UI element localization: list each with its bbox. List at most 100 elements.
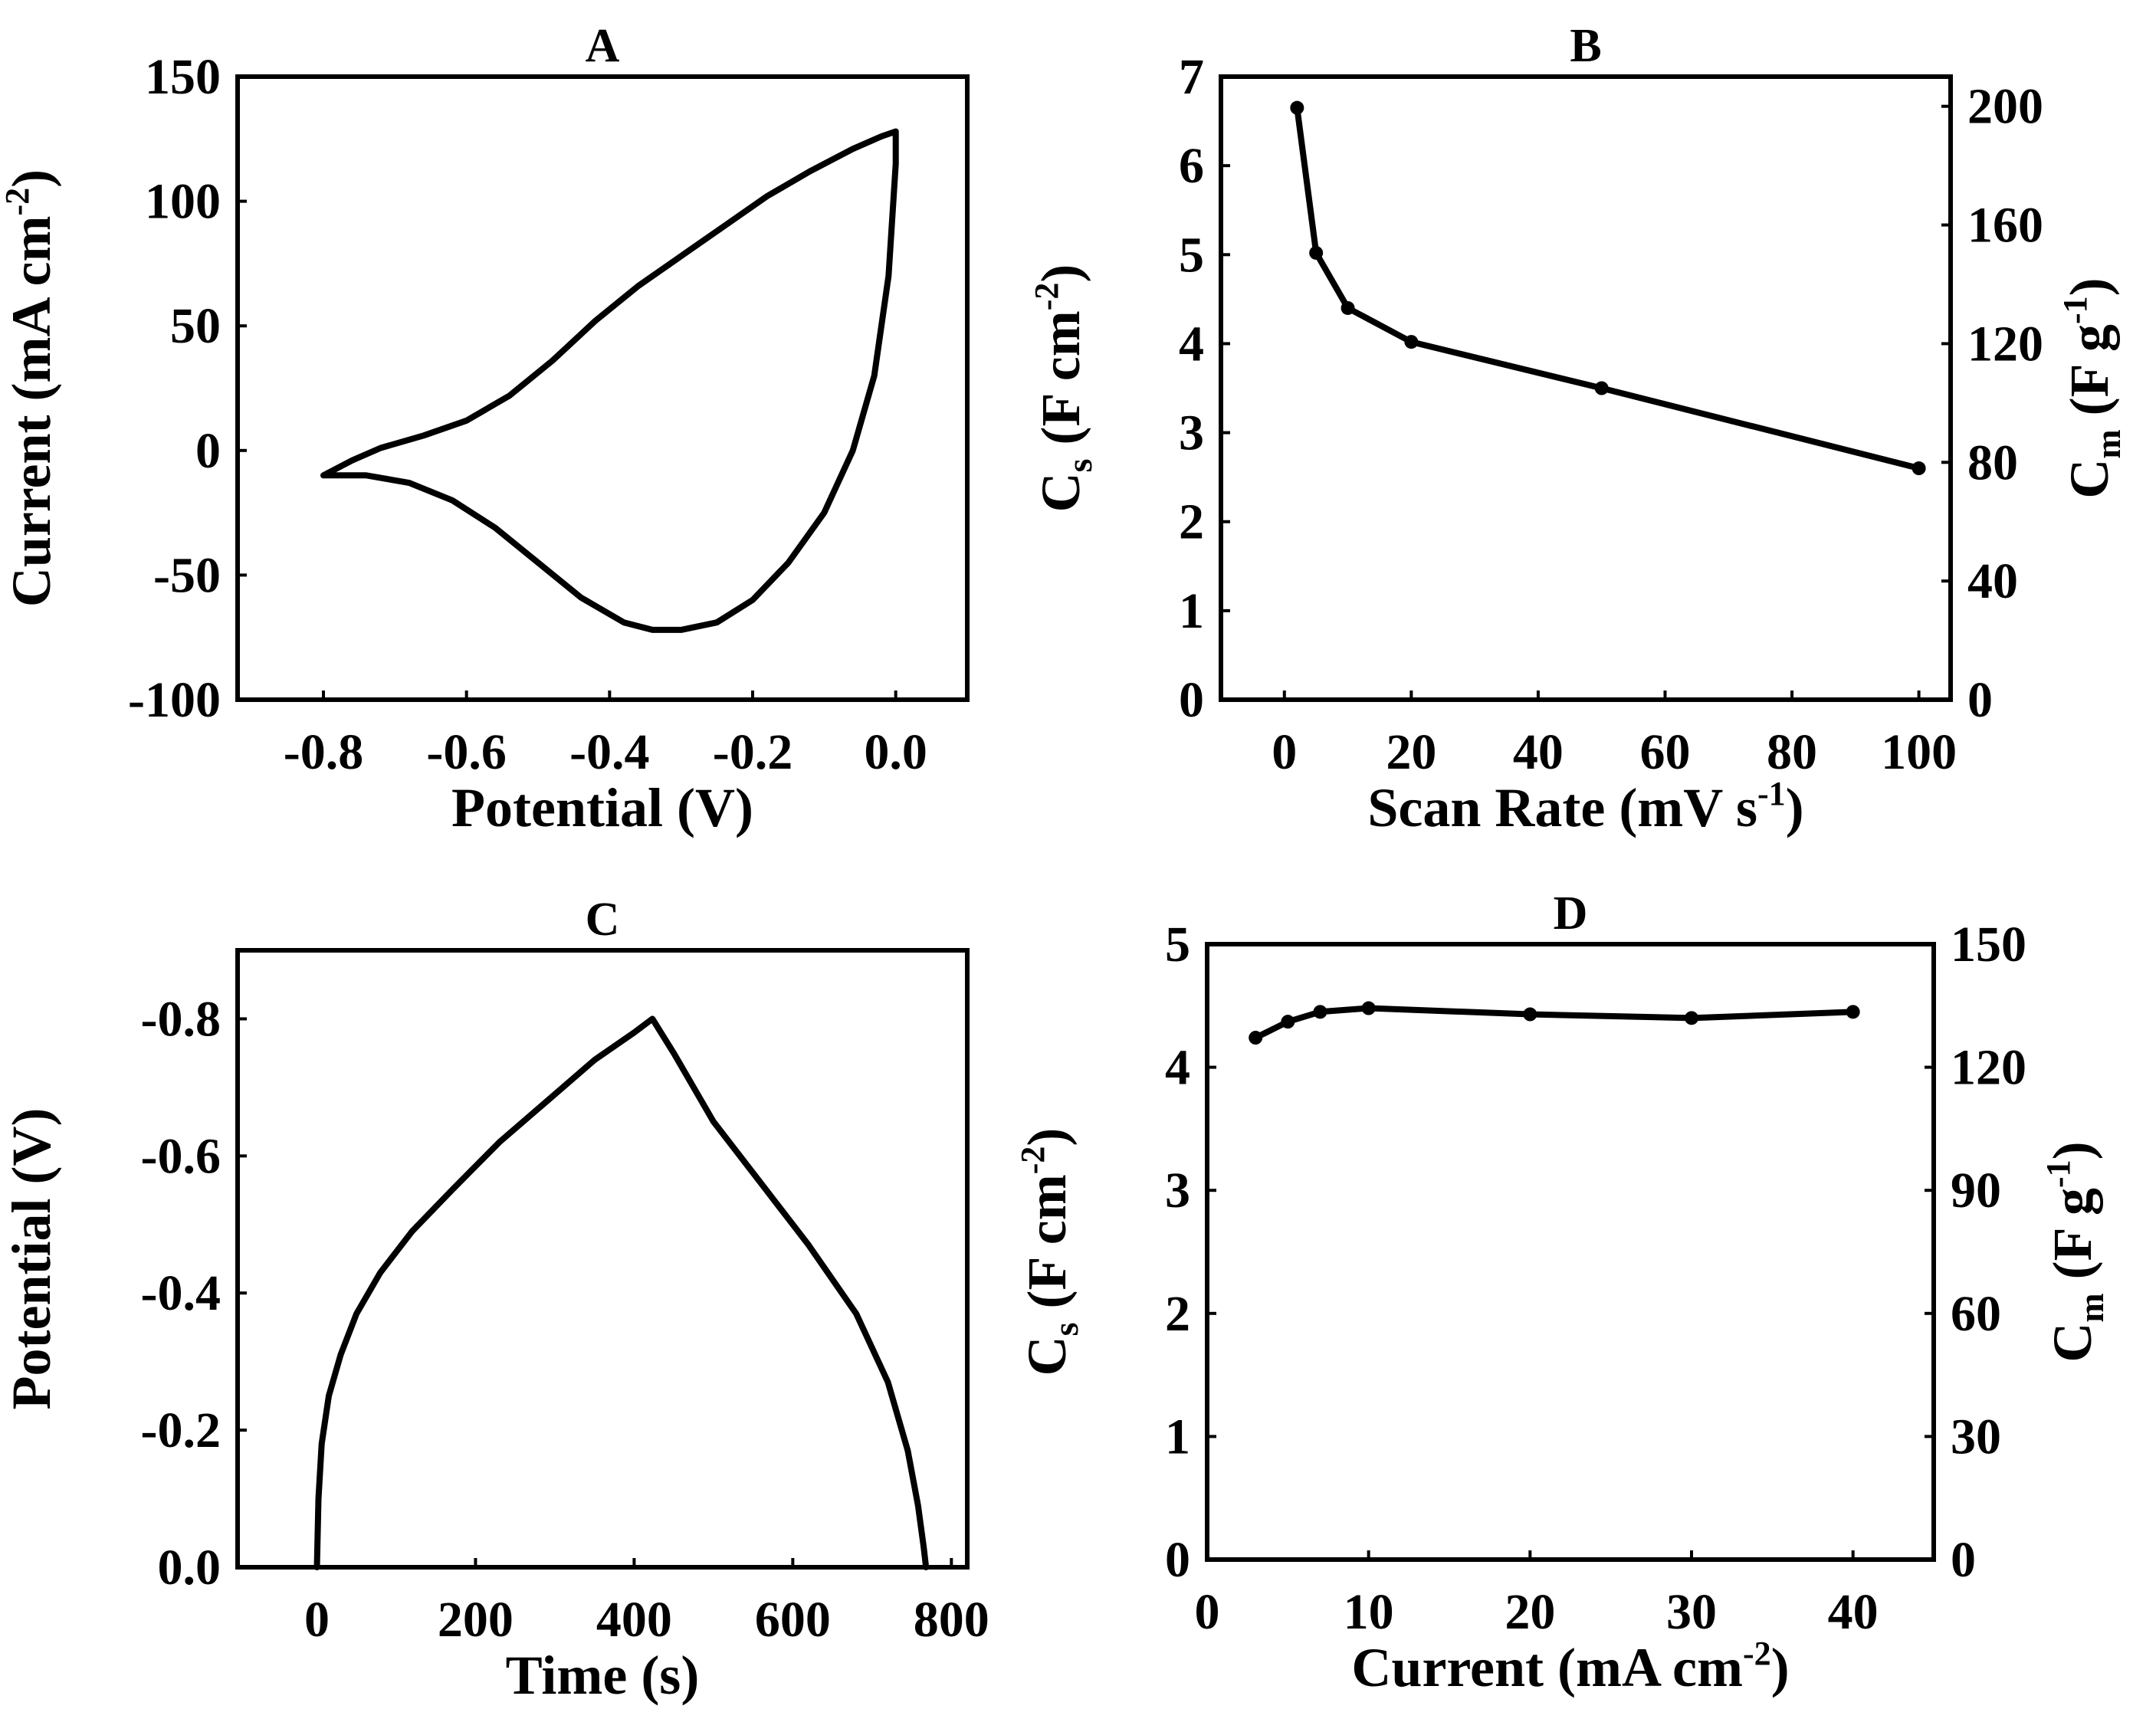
x-tick-label: 600 — [755, 1592, 831, 1648]
y-axis-label-end: ) — [1016, 1128, 1078, 1146]
y-right-axis-label-end: ) — [2059, 277, 2120, 296]
y-tick-label: 150 — [145, 49, 221, 105]
x-tick-label: 400 — [596, 1592, 672, 1648]
y-right-axis-label-main: C — [2042, 1323, 2103, 1363]
x-axis-label: Time (s) — [506, 1645, 700, 1706]
y-tick-label: 4 — [1165, 1040, 1190, 1096]
y-axis-label-sup: -2 — [1014, 1146, 1052, 1175]
x-tick-label: -0.6 — [426, 724, 506, 780]
x-tick-label: 40 — [1828, 1584, 1879, 1640]
panel-d: D 0 10 20 30 40 0 1 2 3 4 5 0 30 60 90 120 150 Current (mA… — [1014, 887, 2111, 1698]
x-tick-label: 0.0 — [864, 724, 927, 780]
panel-b: B0 20 40 60 80 1000123456704080120160200Scan … — [1028, 20, 2128, 838]
x-tick-label: 60 — [1639, 724, 1690, 780]
x-axis-label-sup: -1 — [1757, 775, 1786, 812]
y-right-axis-label-sub: m — [2072, 1293, 2111, 1322]
y-right-tick-label: 80 — [1967, 435, 2018, 490]
y-right-axis-label-end: ) — [2042, 1141, 2103, 1160]
data-point — [1361, 1001, 1376, 1015]
x-tick-label: 80 — [1767, 724, 1817, 780]
data-point — [1685, 1011, 1698, 1025]
x-tick-label: 0 — [1272, 724, 1297, 780]
y-right-axis-label-sup: -1 — [2040, 1160, 2077, 1188]
series-line — [313, 1015, 930, 1570]
x-axis-label-sup: -2 — [1743, 1635, 1771, 1672]
x-tick-label: -0.2 — [713, 724, 793, 780]
data-point — [1249, 1031, 1263, 1045]
y-axis-label-rest: (F cm — [1016, 1174, 1078, 1322]
y-right-axis-label-main: C — [2059, 459, 2120, 499]
panel-title: B — [1570, 20, 1601, 72]
panel-title: C — [586, 894, 620, 946]
data-point — [1523, 1007, 1537, 1022]
y-right-axis-label: Cm (F g-1) — [2056, 277, 2128, 498]
x-axis-label-main: Scan Rate (mV s — [1367, 777, 1757, 838]
y-right-tick-label: 30 — [1951, 1409, 2001, 1465]
y-tick-label: 0 — [195, 423, 221, 479]
x-axis-label: Current (mA cm-2) — [1351, 1635, 1789, 1698]
y-tick-label: -100 — [128, 672, 221, 728]
x-tick-label: 10 — [1344, 1584, 1394, 1640]
y-axis-label: Cs (F cm-2) — [1028, 264, 1099, 513]
y-tick-label: 0 — [1179, 672, 1204, 728]
x-tick-label: 20 — [1386, 724, 1436, 780]
y-right-tick-label: 0 — [1951, 1532, 1976, 1588]
y-tick-label: 5 — [1165, 917, 1190, 973]
y-tick-label: -0.6 — [141, 1128, 221, 1184]
panel-a: A -0.8 -0.6 -0.4 -0.2 0.0 -100 -50 0 50 100 150 Pote… — [0, 20, 970, 838]
y-tick-label: 2 — [1165, 1286, 1190, 1342]
data-point — [1341, 300, 1355, 315]
y-tick-label: -0.2 — [141, 1402, 221, 1458]
y-axis-label-main: C — [1016, 1336, 1078, 1376]
x-tick-label: 30 — [1666, 1584, 1717, 1640]
plot-frame — [235, 74, 970, 702]
x-axis-label: Potential (V) — [451, 777, 753, 838]
data-point — [1846, 1005, 1860, 1019]
y-right-axis-label-sup: -1 — [2056, 296, 2094, 324]
x-axis-label-main: Current (mA cm — [1351, 1637, 1743, 1698]
series-line — [320, 128, 899, 633]
x-tick-label: -0.4 — [569, 724, 649, 780]
series-line — [1294, 104, 1922, 471]
y-axis-label-sup: -2 — [0, 188, 36, 216]
y-right-tick-label: 0 — [1967, 672, 1993, 728]
x-tick-label: 100 — [1881, 724, 1957, 780]
y-tick-label: -50 — [153, 547, 221, 603]
y-tick-label: 5 — [1179, 227, 1204, 283]
y-tick-label: 0 — [1165, 1532, 1190, 1588]
panel-title: D — [1554, 887, 1588, 940]
x-tick-label: 0 — [304, 1592, 330, 1648]
x-tick-label: 40 — [1513, 724, 1564, 780]
y-axis-label-sub: s — [1060, 458, 1099, 472]
y-axis-label-main: C — [1030, 472, 1091, 512]
plot-frame — [1205, 942, 1936, 1562]
y-tick-label: 4 — [1179, 316, 1204, 372]
x-axis-label-end: ) — [1771, 1637, 1790, 1698]
y-axis-label-sup: -2 — [1028, 283, 1065, 311]
y-tick-label: -0.4 — [141, 1265, 221, 1321]
data-point — [1281, 1015, 1295, 1029]
data-point — [1309, 245, 1324, 260]
y-axis-label-end: ) — [1, 169, 62, 188]
data-point — [1290, 100, 1304, 115]
x-tick-label: 800 — [914, 1592, 989, 1648]
y-tick-label: 3 — [1179, 405, 1204, 461]
plot-frame — [235, 948, 970, 1570]
data-point — [1313, 1005, 1327, 1019]
y-tick-label: 2 — [1179, 494, 1204, 550]
y-right-tick-label: 150 — [1951, 917, 2026, 973]
y-axis-label: Potential (V) — [1, 1108, 62, 1410]
y-tick-label: 1 — [1179, 583, 1204, 639]
y-right-tick-label: 60 — [1951, 1286, 2001, 1342]
x-axis-label: Scan Rate (mV s-1) — [1367, 775, 1803, 838]
data-point — [1594, 381, 1609, 395]
y-right-tick-label: 160 — [1967, 198, 2043, 254]
y-right-tick-label: 40 — [1967, 553, 2018, 609]
y-axis-label-sub: s — [1046, 1322, 1085, 1336]
y-right-tick-label: 90 — [1951, 1163, 2001, 1219]
y-axis-label-rest: (F cm — [1030, 310, 1091, 458]
y-right-tick-label: 200 — [1967, 79, 2043, 135]
y-right-tick-label: 120 — [1967, 316, 2043, 372]
